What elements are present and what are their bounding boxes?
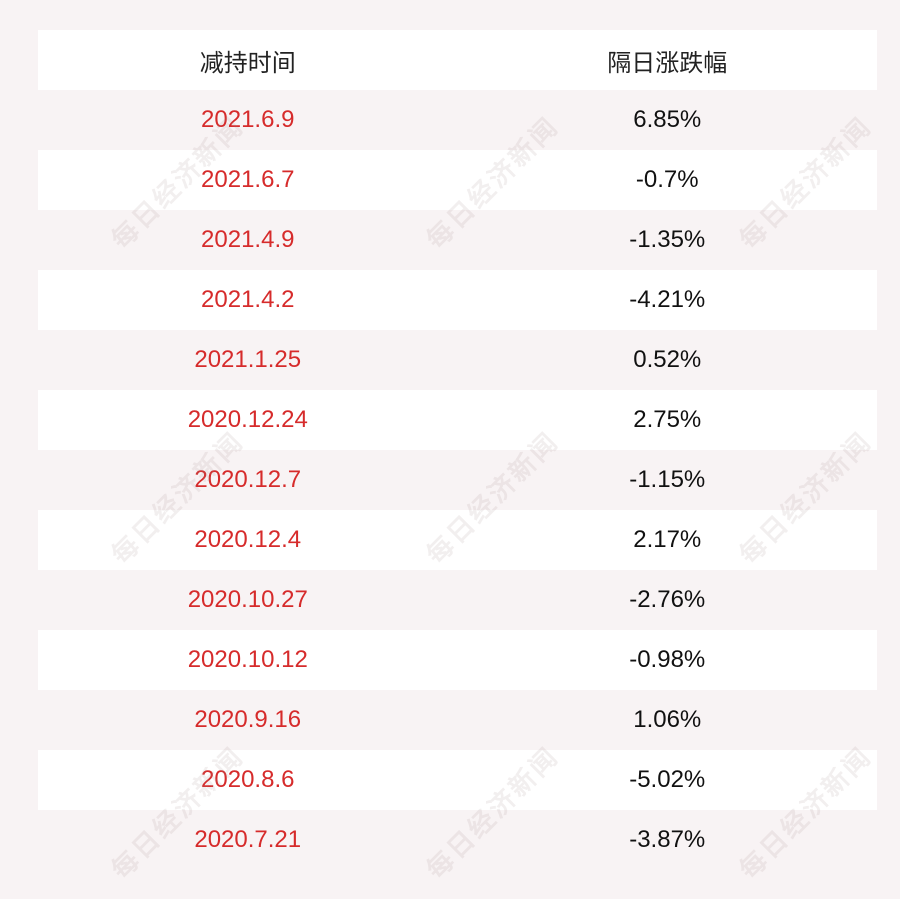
holding-reduction-table: 减持时间 隔日涨跌幅 2021.6.9 6.85% 2021.6.7 -0.7% 202… — [38, 30, 877, 870]
table-row: 2020.8.6 -5.02% — [38, 750, 877, 810]
next-day-change-cell: 6.85% — [633, 106, 702, 133]
reduction-date-cell: 2021.4.9 — [201, 226, 295, 253]
next-day-change-cell: -1.35% — [629, 226, 706, 253]
table-row: 2020.9.16 1.06% — [38, 690, 877, 750]
reduction-date-cell: 2020.12.4 — [194, 526, 302, 553]
next-day-change-cell: -3.87% — [629, 826, 706, 853]
next-day-change-cell: -5.02% — [629, 766, 706, 793]
reduction-date-cell: 2021.6.9 — [201, 106, 295, 133]
table-row: 2021.6.9 6.85% — [38, 90, 877, 150]
table-row: 2021.4.9 -1.35% — [38, 210, 877, 270]
table-row: 2020.12.4 2.17% — [38, 510, 877, 570]
table-row: 2020.7.21 -3.87% — [38, 810, 877, 870]
next-day-change-cell: -2.76% — [629, 586, 706, 613]
table-row: 2021.1.25 0.52% — [38, 330, 877, 390]
reduction-date-cell: 2020.12.24 — [187, 406, 308, 433]
table-row: 2020.12.24 2.75% — [38, 390, 877, 450]
table-row: 2021.6.7 -0.7% — [38, 150, 877, 210]
reduction-date-cell: 2020.10.12 — [187, 646, 308, 673]
next-day-change-cell: 2.75% — [633, 406, 702, 433]
reduction-date-cell: 2021.6.7 — [201, 166, 295, 193]
table-header-row: 减持时间 隔日涨跌幅 — [38, 30, 877, 90]
next-day-change-cell: -0.7% — [635, 166, 699, 193]
next-day-change-cell: -4.21% — [629, 286, 706, 313]
reduction-date-cell: 2021.1.25 — [194, 346, 302, 373]
table-body: 2021.6.9 6.85% 2021.6.7 -0.7% 2021.4.9 -1.35%… — [38, 90, 877, 870]
reduction-date-cell: 2020.10.27 — [187, 586, 308, 613]
reduction-date-cell: 2020.7.21 — [194, 826, 302, 853]
table-row: 2020.12.7 -1.15% — [38, 450, 877, 510]
next-day-change-cell: 2.17% — [633, 526, 702, 553]
reduction-date-cell: 2020.9.16 — [194, 706, 302, 733]
header-next-day-change: 隔日涨跌幅 — [607, 49, 728, 77]
next-day-change-cell: 1.06% — [633, 706, 702, 733]
reduction-date-cell: 2021.4.2 — [201, 286, 295, 313]
reduction-date-cell: 2020.8.6 — [201, 766, 295, 793]
table-row: 2020.10.12 -0.98% — [38, 630, 877, 690]
table-row: 2021.4.2 -4.21% — [38, 270, 877, 330]
next-day-change-cell: -0.98% — [629, 646, 706, 673]
table-row: 2020.10.27 -2.76% — [38, 570, 877, 630]
next-day-change-cell: -1.15% — [629, 466, 706, 493]
reduction-date-cell: 2020.12.7 — [194, 466, 302, 493]
header-reduction-date: 减持时间 — [199, 49, 296, 77]
next-day-change-cell: 0.52% — [633, 346, 702, 373]
